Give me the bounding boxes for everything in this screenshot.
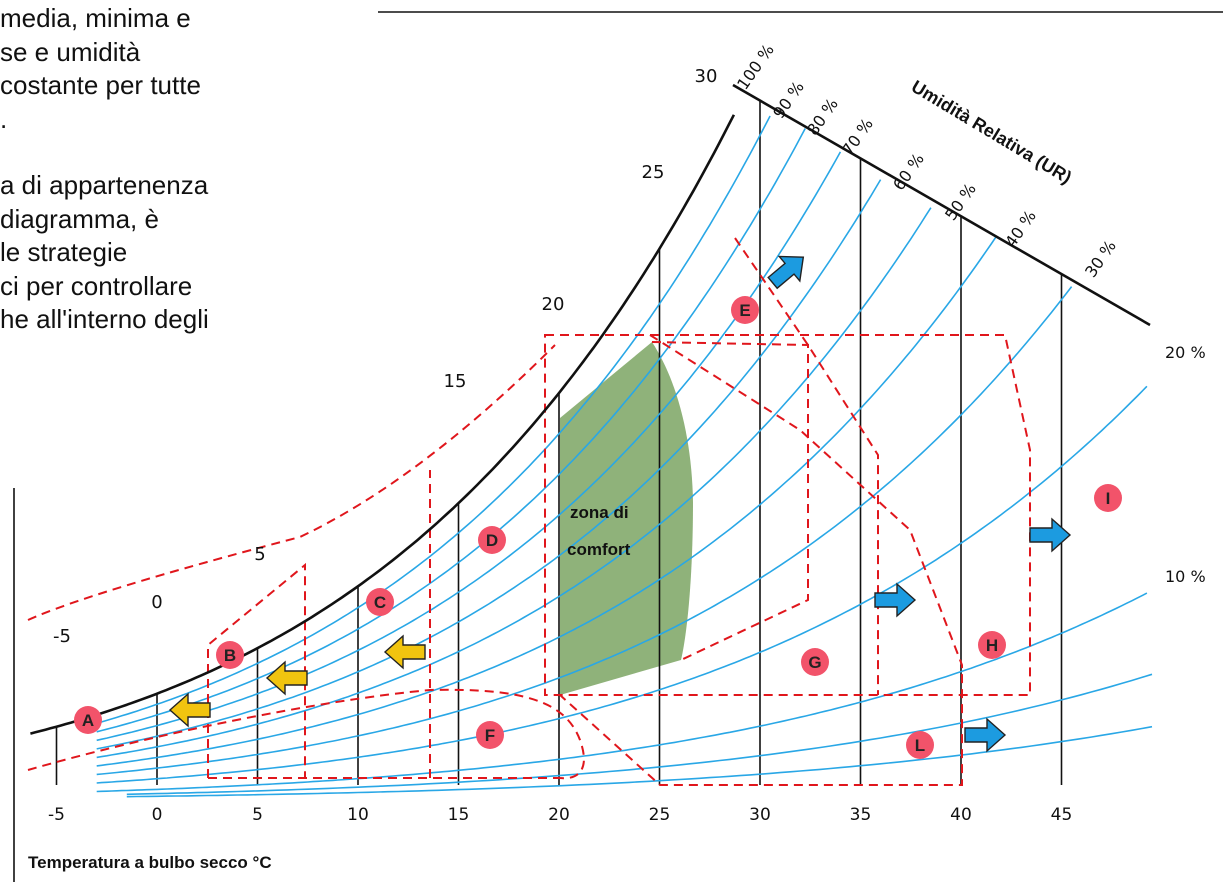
zone-letter: C: [374, 593, 386, 612]
x-tick-label: 15: [448, 805, 470, 825]
zone-marker: [476, 721, 504, 749]
saturation-temp-label: 30: [695, 66, 718, 87]
rh-label: 80 %: [803, 95, 842, 139]
zone-marker: [801, 648, 829, 676]
strategy-zone-border: [27, 344, 556, 621]
rh-curve: [96, 286, 1073, 776]
paragraph-line: se e umidità: [0, 37, 141, 67]
zone-marker: [978, 631, 1006, 659]
cooling-arrow: [874, 582, 917, 618]
rh-curve: [96, 207, 932, 759]
rh-label: 20 %: [1165, 343, 1206, 362]
saturation-temp-label: 20: [542, 294, 565, 315]
paragraph-line: a di appartenenza: [0, 170, 209, 200]
saturation-temp-label: 5: [254, 544, 265, 565]
rh-curve: [96, 385, 1148, 784]
zone-letter: A: [82, 711, 94, 730]
zone-marker: [366, 588, 394, 616]
x-tick-label: 10: [347, 805, 369, 825]
x-tick-label: 25: [649, 805, 671, 825]
rh-label: 60 %: [889, 150, 928, 194]
comfort-zone-label: zona di: [570, 503, 629, 522]
zone-letter: I: [1106, 489, 1111, 508]
rh-curve: [96, 179, 882, 750]
saturation-temp-label: 0: [151, 592, 162, 613]
paragraph-line: le strategie: [0, 237, 128, 267]
heating-arrow: [168, 692, 211, 728]
cooling-arrow: [964, 717, 1007, 753]
heating-arrow: [383, 634, 426, 670]
paragraph-line: media, minima e: [0, 3, 191, 33]
x-tick-label: 0: [152, 805, 163, 825]
paragraph-line: he all'interno degli: [0, 304, 209, 334]
saturation-curve: [30, 114, 736, 735]
zone-letter: E: [739, 301, 750, 320]
zone-marker: [1094, 484, 1122, 512]
strategy-zone-border: [544, 334, 1031, 696]
zone-letter: H: [986, 636, 998, 655]
zone-letter: L: [915, 736, 925, 755]
zone-marker: [74, 706, 102, 734]
rh-label: 70 %: [838, 115, 877, 159]
x-tick-label: 5: [252, 805, 263, 825]
rh-title: Umidità Relativa (UR): [908, 76, 1075, 187]
heating-arrow: [265, 660, 308, 696]
cooling-arrow: [767, 255, 805, 290]
saturation-temp-label: 15: [444, 371, 467, 392]
saturation-temp-label: 25: [642, 162, 665, 183]
rh-label: 30 %: [1081, 237, 1120, 281]
zone-letter: D: [486, 531, 498, 550]
strategy-zone-border: [734, 237, 879, 695]
paragraph-line: .: [0, 104, 8, 134]
rh-curve: [96, 592, 1148, 793]
rh-label: 100 %: [733, 41, 778, 94]
zone-marker: [216, 641, 244, 669]
strategy-zone-border: [651, 341, 809, 661]
rh-label: 50 %: [941, 180, 980, 224]
zone-letter: G: [808, 653, 821, 672]
x-tick-label: 20: [548, 805, 570, 825]
rh-curve: [126, 673, 1153, 796]
strategy-zone-border: [559, 334, 963, 786]
comfort-zone-label: comfort: [567, 540, 631, 559]
rh-label: 40 %: [1001, 207, 1040, 251]
paragraph-line: diagramma, è: [0, 204, 159, 234]
strategy-zone-border: [27, 688, 585, 780]
rh-label: 90 %: [769, 78, 808, 122]
saturation-temp-label: -5: [53, 626, 71, 647]
paragraph-line: costante per tutte: [0, 70, 201, 100]
rh-curve: [96, 236, 997, 767]
rh-curve: [96, 128, 806, 733]
x-tick-label: -5: [48, 805, 65, 825]
zone-letter: B: [224, 646, 236, 665]
x-tick-label: 35: [850, 805, 872, 825]
rh-cap-line: [732, 83, 1151, 327]
rh-label: 10 %: [1165, 567, 1206, 586]
cooling-arrow: [1029, 517, 1072, 553]
rh-curve: [126, 725, 1153, 798]
x-tick-label: 40: [950, 805, 972, 825]
zone-letter: F: [485, 726, 495, 745]
zone-marker: [906, 731, 934, 759]
paragraph-line: ci per controllare: [0, 271, 193, 301]
zone-marker: [478, 526, 506, 554]
x-tick-label: 30: [749, 805, 771, 825]
x-axis-label: Temperatura a bulbo secco °C: [28, 853, 272, 872]
zone-marker: [731, 296, 759, 324]
x-tick-label: 45: [1051, 805, 1073, 825]
